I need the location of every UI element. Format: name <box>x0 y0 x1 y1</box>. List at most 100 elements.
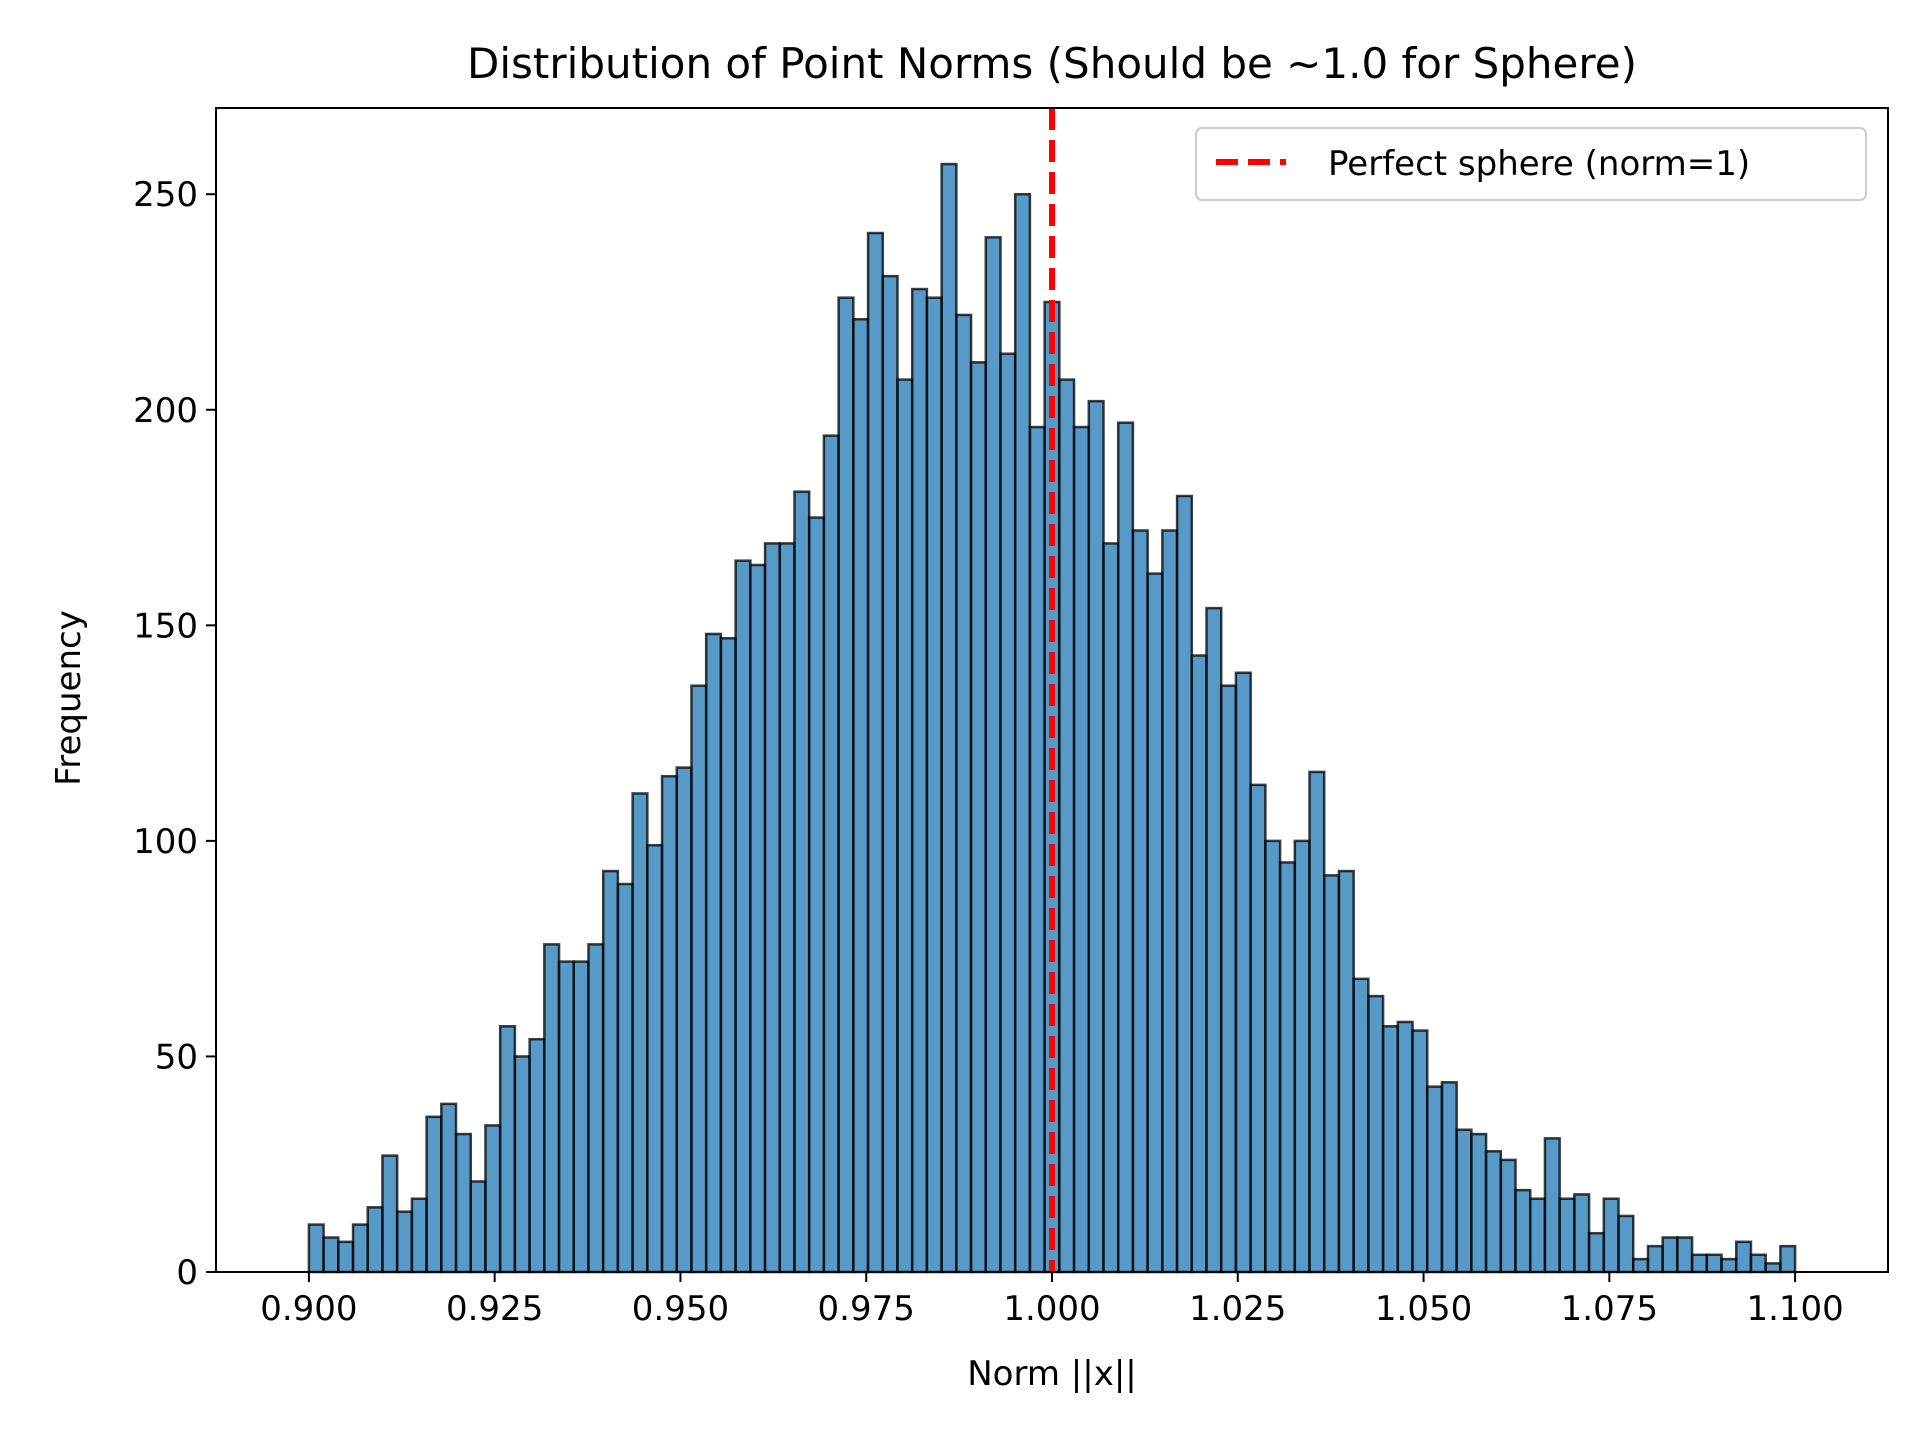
x-axis: 0.900 0.925 0.950 0.975 1.000 1.025 1.050 1.075… <box>260 1272 1844 1329</box>
histogram-bar <box>1205 606 1223 1274</box>
histogram-bar <box>749 563 767 1274</box>
histogram-bar <box>1072 425 1091 1274</box>
x-tick-label: 1.000 <box>1003 1289 1100 1329</box>
histogram-bar <box>1352 977 1370 1274</box>
x-tick-label: 1.050 <box>1375 1289 1472 1329</box>
histogram-bar <box>793 490 811 1274</box>
histogram-bar <box>1293 839 1311 1274</box>
histogram-bar <box>1367 994 1385 1274</box>
histogram-bar <box>984 236 1002 1274</box>
histogram-bar <box>1131 529 1149 1274</box>
x-axis-label: Norm ||x|| <box>967 1354 1137 1394</box>
histogram-bar <box>1779 1244 1797 1274</box>
histogram-bar <box>1190 654 1208 1274</box>
histogram-bar <box>1411 1029 1429 1274</box>
histogram-bar <box>896 378 914 1274</box>
histogram-bar <box>925 296 943 1274</box>
histogram-bar <box>910 287 929 1274</box>
histogram-bar <box>1631 1257 1650 1274</box>
histogram-bar <box>1175 494 1194 1274</box>
histogram-bar <box>1528 1197 1547 1274</box>
histogram-bar <box>1587 1231 1606 1274</box>
histogram-bar <box>1499 1158 1517 1274</box>
histogram-bar <box>852 317 870 1274</box>
histogram-bar <box>1440 1081 1458 1274</box>
y-tick-label: 50 <box>155 1037 198 1077</box>
x-tick-label: 0.900 <box>260 1289 357 1329</box>
histogram-bar <box>1425 1085 1444 1274</box>
histogram-bar <box>778 542 796 1274</box>
histogram-bar <box>601 869 620 1274</box>
histogram-bar <box>1161 529 1179 1274</box>
x-tick-label: 1.025 <box>1189 1289 1286 1329</box>
histogram-bar <box>513 1055 531 1274</box>
y-axis: 0 50 100 150 200 250 <box>133 175 216 1293</box>
histogram-bar <box>1514 1188 1532 1274</box>
histogram-bar <box>587 943 605 1274</box>
histogram-bar <box>1381 1025 1400 1274</box>
histogram-bar <box>1573 1193 1591 1274</box>
histogram-bar <box>1013 192 1032 1274</box>
histogram-bar <box>1676 1236 1694 1274</box>
x-tick-label: 0.975 <box>818 1289 915 1329</box>
legend-box <box>1195 127 1867 201</box>
histogram-bar <box>837 296 855 1274</box>
histogram-bar <box>1749 1253 1767 1274</box>
histogram-bar <box>1308 770 1326 1274</box>
histogram-bar <box>1058 378 1076 1274</box>
y-tick-label: 200 <box>133 391 198 431</box>
y-tick-label: 0 <box>176 1253 198 1293</box>
y-axis-label: Frequency <box>49 610 89 786</box>
histogram-bar <box>1455 1128 1473 1274</box>
legend-label: Perfect sphere (norm=1) <box>1328 144 1750 184</box>
histogram-bar <box>734 559 752 1274</box>
histogram-bar <box>1249 783 1267 1274</box>
x-tick-label: 0.925 <box>446 1289 543 1329</box>
histogram-bar <box>498 1025 517 1274</box>
y-tick-label: 150 <box>133 606 198 646</box>
histogram-bar <box>1602 1197 1620 1274</box>
histogram-bar <box>1322 874 1341 1274</box>
histogram-bar <box>1337 869 1355 1274</box>
histogram-bar <box>1617 1214 1635 1274</box>
histogram-bar <box>366 1206 384 1274</box>
histogram-bar <box>1690 1253 1709 1274</box>
histogram-bar <box>955 313 973 1274</box>
histogram-bar <box>969 361 988 1274</box>
histogram-bar <box>999 352 1017 1274</box>
histogram-bar <box>1764 1262 1782 1274</box>
histogram-bar <box>881 274 899 1274</box>
histogram-bar <box>469 1180 487 1274</box>
histogram-bar <box>484 1124 502 1274</box>
histogram-bar <box>543 943 561 1274</box>
histogram-bar <box>1720 1257 1738 1274</box>
y-tick-label: 100 <box>133 822 198 862</box>
histogram-bar <box>646 843 664 1274</box>
histogram-bar <box>572 960 590 1274</box>
histogram-bar <box>528 1037 546 1274</box>
histogram-bar <box>719 637 737 1274</box>
histogram-bar <box>1264 839 1282 1274</box>
histogram-bar <box>704 632 723 1274</box>
histogram-bar <box>675 766 693 1274</box>
histogram-bar <box>1087 399 1105 1274</box>
histogram-bar <box>1396 1020 1414 1274</box>
histogram-bar <box>381 1154 399 1274</box>
histogram-bar <box>425 1115 443 1274</box>
histogram-bar <box>631 792 649 1274</box>
histogram-bar <box>337 1240 355 1274</box>
histogram-bar <box>1470 1132 1488 1274</box>
histogram-bar <box>1484 1150 1503 1274</box>
x-tick-label: 1.075 <box>1561 1289 1658 1329</box>
histogram-bar <box>1705 1253 1723 1274</box>
histogram-bar <box>1234 671 1252 1274</box>
histogram-bar <box>1543 1137 1561 1274</box>
histogram-bar <box>1558 1197 1576 1274</box>
histogram-bar <box>616 882 634 1274</box>
chart-title: Distribution of Point Norms (Should be ~… <box>467 39 1637 88</box>
histogram-bar <box>351 1223 369 1274</box>
x-tick-label: 1.100 <box>1746 1289 1843 1329</box>
histogram-bar <box>807 516 826 1274</box>
